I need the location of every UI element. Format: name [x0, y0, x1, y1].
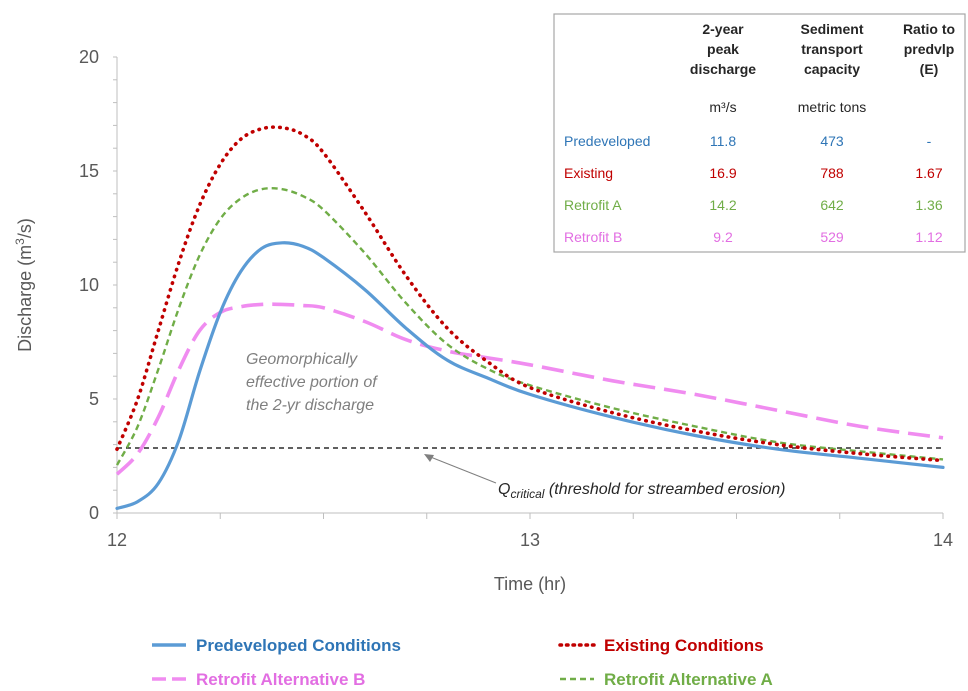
y-tick-label: 10 — [79, 275, 99, 295]
x-tick-label: 14 — [933, 530, 953, 550]
axes — [116, 57, 943, 514]
table-row-label: Existing — [564, 165, 613, 181]
minor-ticks — [113, 56, 944, 519]
y-axis-title: Discharge (m3/s) — [13, 218, 35, 352]
y-tick-label: 5 — [89, 389, 99, 409]
threshold-label: Qcritical (threshold for streambed erosi… — [498, 481, 785, 501]
col3-head-3: (E) — [920, 61, 939, 77]
col2-head-1: Sediment — [800, 21, 863, 37]
table-box — [553, 13, 966, 253]
table-cell: 9.2 — [713, 229, 733, 245]
series-line-existing — [115, 125, 945, 463]
col2-unit: metric tons — [798, 99, 866, 115]
table-row-label: Predeveloped — [564, 133, 650, 149]
summary-table: 2-year peak discharge Sediment transport… — [553, 13, 966, 253]
x-tick-label: 13 — [520, 530, 540, 550]
x-axis-title: Time (hr) — [494, 574, 566, 594]
legend-label-retrofit-b: Retrofit Alternative B — [196, 670, 365, 689]
table-cell: 14.2 — [709, 197, 736, 213]
table-cell: 529 — [820, 229, 844, 245]
tick-labels: 0 5 10 15 20 12 13 14 — [79, 47, 953, 550]
table-cell: 473 — [820, 133, 844, 149]
annotation: Geomorphically effective portion of the … — [246, 351, 378, 414]
legend-label-existing: Existing Conditions — [604, 636, 764, 655]
callout-arrowhead — [424, 454, 434, 462]
annotation-line-1: Geomorphically — [246, 351, 358, 368]
col2-head-3: capacity — [804, 61, 860, 77]
annotation-line-2: effective portion of — [246, 374, 378, 391]
threshold-callout: Qcritical (threshold for streambed erosi… — [424, 454, 785, 501]
legend: Predeveloped Conditions Existing Conditi… — [152, 636, 773, 689]
x-tick-label: 12 — [107, 530, 127, 550]
col1-head-3: discharge — [690, 61, 756, 77]
table-rows: Predeveloped 11.8 473 - Existing 16.9 788 1.67 R… — [564, 133, 943, 245]
y-tick-label: 15 — [79, 161, 99, 181]
table-cell: 1.12 — [915, 229, 942, 245]
col3-head-1: Ratio to — [903, 21, 955, 37]
table-row-label: Retrofit A — [564, 197, 622, 213]
col1-head-1: 2-year — [702, 21, 744, 37]
table-cell: 642 — [820, 197, 844, 213]
table-cell: 11.8 — [710, 133, 736, 149]
table-cell: 1.36 — [915, 197, 942, 213]
legend-label-retrofit-a: Retrofit Alternative A — [604, 670, 773, 689]
table-cell: 1.67 — [915, 165, 942, 181]
table-row-label: Retrofit B — [564, 229, 622, 245]
series-group — [115, 125, 945, 510]
y-tick-label: 20 — [79, 47, 99, 67]
col1-head-2: peak — [707, 41, 739, 57]
series-line-retrofit-b — [115, 302, 944, 476]
callout-arrow-line — [427, 455, 497, 484]
legend-label-predeveloped: Predeveloped Conditions — [196, 636, 401, 655]
col1-unit: m³/s — [709, 99, 736, 115]
series-line-retrofit-a — [115, 187, 944, 466]
col2-head-2: transport — [801, 41, 863, 57]
annotation-line-3: the 2-yr discharge — [246, 397, 374, 414]
y-tick-label: 0 — [89, 503, 99, 523]
table-cell: 788 — [820, 165, 844, 181]
table-cell: - — [927, 133, 932, 149]
table-cell: 16.9 — [709, 165, 736, 181]
series-line-predeveloped — [115, 241, 945, 510]
col3-head-2: predvlp — [904, 41, 955, 57]
